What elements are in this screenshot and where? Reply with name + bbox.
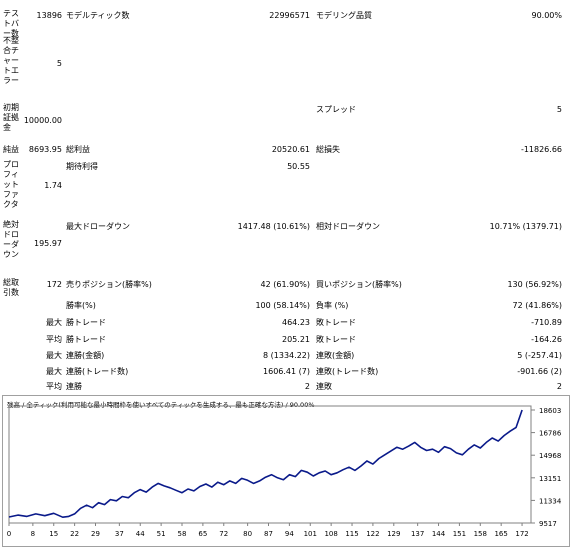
x-tick-label: 15 [49,530,58,538]
stat-name-mid: 連勝(金額) [66,351,105,360]
stat-value-mid: 100 (58.14%) [255,301,310,310]
balance-line [8,409,523,518]
stat-value-mid: 1606.41 (7) [263,367,310,376]
stat-name-right: 連敗(金額) [316,351,355,360]
row-value: 最大 [46,318,62,327]
stat-value-right: -710.89 [531,318,562,327]
x-tick-label: 108 [324,530,337,538]
x-tick-label: 101 [304,530,317,538]
stat-value-right: -11826.66 [520,145,562,154]
x-tick-label: 8 [31,530,35,538]
x-tick-label: 122 [366,530,379,538]
stat-value-right: 5 [556,105,562,114]
row-label: 初期証拠金 [3,103,19,132]
x-tick-label: 51 [157,530,166,538]
stat-value-right: 2 [556,382,562,391]
x-tick-label: 94 [285,530,294,538]
x-tick-label: 0 [7,530,11,538]
row-value: 8693.95 [28,145,62,154]
stat-name-mid: 期待利得 [66,162,98,171]
y-tick-label: 16786 [539,430,562,438]
stat-name-right: 敗トレード [316,318,356,327]
stat-value-mid: 20520.61 [271,145,310,154]
balance-chart: 残高 / 全ティック(利用可能な最小時間枠を使いすべてのティックを生成する、最も… [2,395,570,547]
x-tick-label: 144 [432,530,446,538]
stat-value-right: -164.26 [531,335,562,344]
stat-name-right: 総損失 [316,145,340,154]
x-tick-label: 58 [178,530,187,538]
stat-value-right: 5 (-257.41) [517,351,562,360]
stat-name-mid: 連勝 [66,382,82,391]
y-tick-label: 13151 [539,475,561,483]
row-value: 最大 [46,351,62,360]
row-value: 平均 [46,335,62,344]
x-tick-label: 151 [453,530,466,538]
chart-plot: 9517 11334 13151 14968 16786 18603 0 8 15 22 29 37 4… [7,405,562,538]
stat-name-mid: 勝トレード [66,335,106,344]
row-label: 絶対ドローダウン [3,220,19,259]
chart-title: 残高 / 全ティック(利用可能な最小時間枠を使いすべてのティックを生成する、最も… [7,401,315,409]
stat-name-right: 負率 (%) [316,301,349,310]
row-value: 172 [46,280,62,289]
x-tick-label: 172 [515,530,528,538]
row-value: 5 [56,59,62,68]
row-value: 1.74 [44,181,62,190]
x-tick-label: 29 [91,530,100,538]
x-tick-label: 115 [345,530,358,538]
y-tick-label: 18603 [539,407,561,415]
stat-name-right: モデリング品質 [316,11,372,20]
stat-value-mid: 464.23 [282,318,310,327]
x-tick-label: 137 [411,530,424,538]
stat-name-right: 敗トレード [316,335,356,344]
y-tick-label: 11334 [539,497,562,505]
x-tick-label: 72 [219,530,228,538]
x-tick-label: 158 [474,530,487,538]
stat-name-mid: 総利益 [66,145,90,154]
stat-name-mid: 勝率(%) [66,301,96,310]
stat-name-mid: 勝トレード [66,318,106,327]
x-tick-label: 80 [243,530,252,538]
stat-value-mid: 22996571 [269,11,310,20]
x-tick-label: 87 [264,530,273,538]
row-value: 平均 [46,382,62,391]
row-label: 総取引数 [3,278,19,297]
row-label: 純益 [3,145,19,154]
x-tick-label: 22 [70,530,79,538]
x-tick-label: 65 [198,530,207,538]
x-tick-label: 44 [136,530,145,538]
row-value: 195.97 [34,239,62,248]
stat-value-mid: 42 (61.90%) [260,280,310,289]
stat-value-right: 90.00% [531,11,562,20]
stat-value-right: 10.71% (1379.71) [489,222,562,231]
row-label: テストバー数 [3,9,19,38]
stat-value-mid: 205.21 [282,335,310,344]
stat-name-right: 連敗 [316,382,332,391]
x-tick-label: 165 [494,530,507,538]
row-value: 最大 [46,367,62,376]
stat-value-mid: 8 (1334.22) [263,351,310,360]
x-tick-label: 37 [115,530,124,538]
y-tick-label: 14968 [539,452,561,460]
x-tick-label: 129 [387,530,400,538]
stat-value-right: 72 (41.86%) [512,301,562,310]
stat-name-mid: モデルティック数 [66,11,130,20]
stat-value-right: 130 (56.92%) [507,280,562,289]
y-tick-label: 9517 [539,520,557,528]
stat-name-mid: 売りポジション(勝率%) [66,280,152,289]
row-label: 不整合チャートエラー [3,36,19,85]
stat-name-right: 買いポジション(勝率%) [316,280,402,289]
stat-name-mid: 最大ドローダウン [66,222,130,231]
stat-value-mid: 50.55 [287,162,310,171]
stat-name-right: スプレッド [316,105,356,114]
stat-name-right: 相対ドローダウン [316,222,380,231]
stat-value-right: -901.66 (2) [517,367,562,376]
stat-name-mid: 連勝(トレード数) [66,367,129,376]
row-value: 13896 [36,11,62,20]
stat-value-mid: 2 [304,382,310,391]
stat-name-right: 連敗(トレード数) [316,367,379,376]
plot-border [8,405,532,524]
stat-value-mid: 1417.48 (10.61%) [237,222,310,231]
row-label: プロフィットファクタ [3,160,19,209]
row-value: 10000.00 [23,116,62,125]
